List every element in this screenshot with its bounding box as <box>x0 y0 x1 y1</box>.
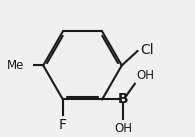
Text: OH: OH <box>114 122 132 135</box>
Text: F: F <box>59 118 67 132</box>
Text: Cl: Cl <box>141 43 154 57</box>
Text: B: B <box>118 92 128 106</box>
Text: Me: Me <box>7 59 24 72</box>
Text: OH: OH <box>137 69 155 82</box>
